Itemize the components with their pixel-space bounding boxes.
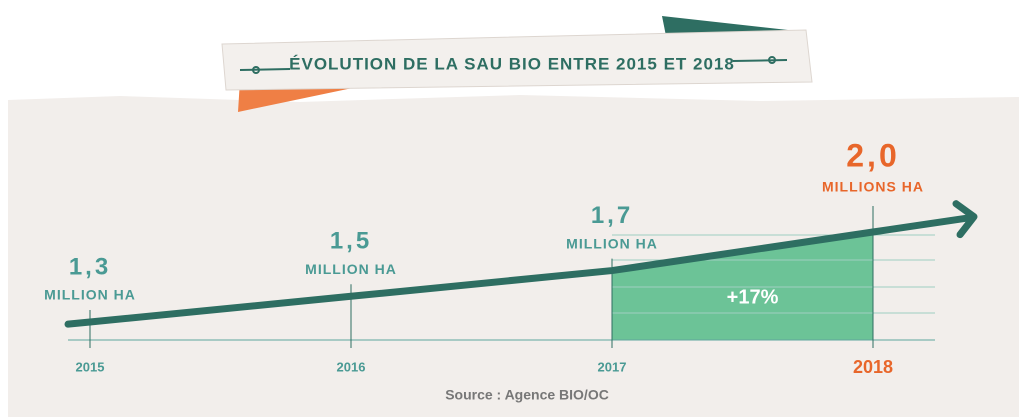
arrow-tail (64, 318, 94, 328)
banner-ornament (239, 56, 788, 74)
chart-title: ÉVOLUTION DE LA SAU BIO ENTRE 2015 ET 20… (289, 54, 735, 73)
value-label: 2,0 (846, 137, 899, 173)
banner (221, 29, 813, 91)
arrow-head-shaft (869, 214, 974, 236)
trend-line (89, 228, 874, 326)
x-tick-label: 2015 (76, 359, 105, 374)
value-label: 1,5 (330, 228, 372, 255)
unit-label: MILLION HA (44, 287, 136, 303)
arrow-head (952, 200, 978, 239)
x-tick-label: 2017 (598, 359, 627, 374)
unit-label: MILLION HA (305, 261, 397, 277)
unit-label: MILLIONS HA (822, 179, 924, 195)
value-label: 1,7 (591, 202, 633, 229)
value-label: 1,3 (69, 253, 111, 280)
growth-label: +17% (727, 286, 779, 308)
x-tick-label: 2018 (853, 357, 893, 377)
source: Source : Agence BIO/OC (445, 387, 609, 403)
x-tick-label: 2016 (337, 359, 366, 374)
unit-label: MILLION HA (566, 235, 658, 251)
